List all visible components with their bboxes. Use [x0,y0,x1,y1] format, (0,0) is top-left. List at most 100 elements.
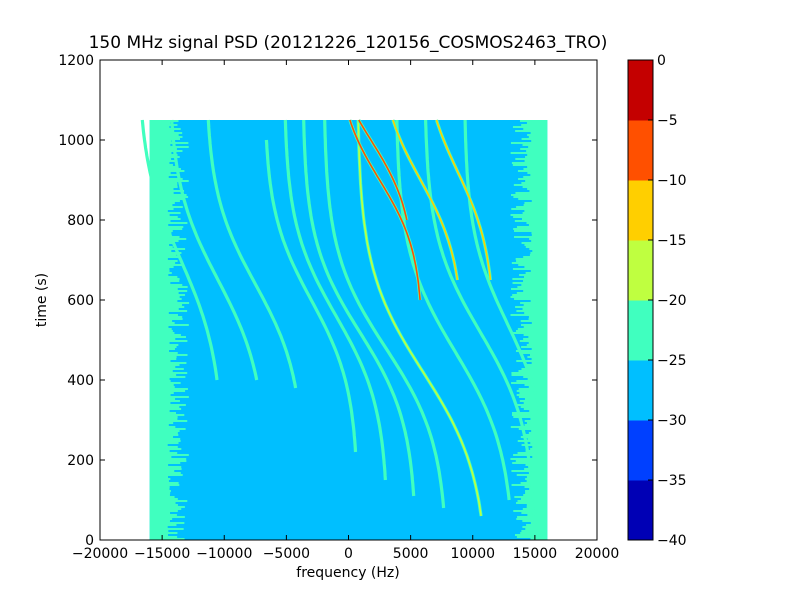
edge-band-right [528,224,548,226]
edge-band-right [521,346,548,348]
edge-band-right [516,390,548,392]
edge-band-right [511,414,548,416]
edge-band-right [525,464,548,466]
edge-band-left [149,358,177,360]
edge-band-right [528,342,548,344]
edge-band-right [523,338,548,340]
edge-band-left [149,138,181,140]
edge-band-right [521,530,548,532]
edge-band-left [149,126,170,128]
edge-band-left [149,436,174,438]
edge-band-left [149,350,170,352]
edge-band-right [523,494,548,496]
edge-band-left [149,128,181,130]
edge-band-right [510,296,548,298]
edge-band-right [531,200,548,202]
edge-band-right [510,426,548,428]
edge-band-left [149,454,189,456]
edge-band-left [149,144,171,146]
edge-band-left [149,156,180,158]
edge-band-right [520,352,548,354]
edge-band-left [149,402,171,404]
x-tick-label: 5000 [393,546,429,562]
edge-band-right [528,386,548,388]
edge-band-left [149,416,178,418]
edge-band-right [529,354,548,356]
edge-band-left [149,286,188,288]
edge-band-left [149,230,173,232]
edge-band-right [523,204,548,206]
edge-band-left [149,192,174,194]
edge-band-right [519,340,548,342]
edge-band-right [520,482,548,484]
edge-band-left [149,462,181,464]
edge-band-left [149,398,176,400]
edge-band-left [149,242,174,244]
edge-band-right [514,220,548,222]
edge-band-left [149,404,186,406]
edge-band-right [515,306,548,308]
edge-band-left [149,432,178,434]
colorbar-tick-label: −35 [657,473,687,489]
edge-band-right [520,324,548,326]
x-axis: −20000 −15000 −10000 −5000 0 5000 10000 15000 20… [72,60,619,562]
edge-band-left [149,252,182,254]
edge-band-right [513,184,548,186]
edge-band-left [149,414,185,416]
edge-band-left [149,232,172,234]
edge-band-left [149,382,181,384]
edge-band-right [519,274,548,276]
edge-band-left [149,422,174,424]
edge-band-left [149,318,183,320]
edge-band-right [530,252,548,254]
edge-band-left [149,272,172,274]
edge-band-right [518,178,548,180]
signal-track-13 [435,119,492,281]
edge-band-left [149,472,181,474]
edge-band-right [527,166,548,168]
edge-band-left [149,394,171,396]
edge-band-right [515,192,548,194]
signal-track-12 [392,119,459,281]
edge-band-right [512,332,548,334]
colorbar-tick-label: −5 [657,113,678,129]
edge-band-right [516,292,548,294]
edge-band-right [521,444,548,446]
edge-band-right [512,282,548,284]
edge-band-left [149,206,183,208]
edge-band-left [149,276,178,278]
edge-band-right [512,278,548,280]
edge-band-left [149,496,175,498]
edge-band-left [149,292,179,294]
edge-band-right [522,520,548,522]
edge-band-right [529,254,548,256]
edge-band-right [514,236,548,238]
edge-band-left [149,280,180,282]
edge-band-right [518,370,548,372]
edge-band-left [149,478,171,480]
edge-band-right [526,150,548,152]
edge-band-left [149,254,177,256]
edge-band-right [516,260,548,262]
edge-band-left [149,130,174,132]
edge-band-left [149,212,181,214]
edge-band-left [149,380,171,382]
y-tick-label: 0 [85,533,94,549]
edge-band-right [528,146,548,148]
edge-band-right [529,248,548,250]
edge-band-left [149,460,187,462]
signal-track-3 [284,119,387,481]
edge-band-left [149,158,172,160]
edge-band-right [521,182,548,184]
edge-band-right [531,362,548,364]
edge-band-left [149,310,188,312]
edge-band-right [520,302,548,304]
x-axis-label: frequency (Hz) [296,565,399,581]
signal-track-4 [265,139,357,453]
edge-band-left [149,298,182,300]
signal-track-14 [358,119,408,221]
colorbar-swatch [628,420,653,481]
y-tick-label: 1000 [58,133,94,149]
edge-band-right [525,450,548,452]
edge-band-left [149,290,188,292]
